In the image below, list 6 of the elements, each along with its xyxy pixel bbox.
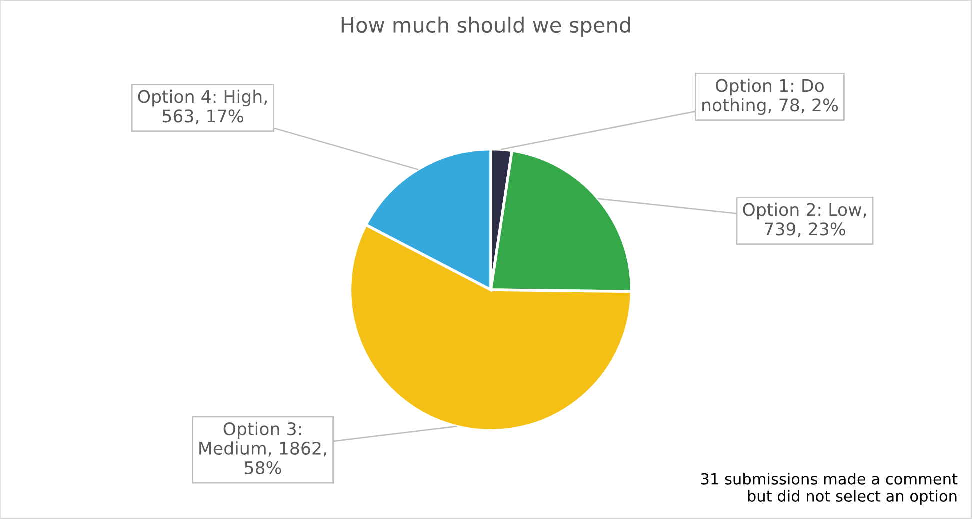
- text: 31 submissions made a comment but did not select an option: [701, 473, 958, 505]
- slice-label: Option 1: Do nothing, 78, 2%: [702, 78, 838, 116]
- slice-label: Option 3: Medium, 1862, 58%: [200, 422, 326, 474]
- slice-label: Option 2: Low, 739, 23%: [743, 202, 866, 238]
- slice-label: Option 4: High, 563, 17%: [138, 90, 267, 125]
- chart-title: How much should we spend: [342, 16, 630, 38]
